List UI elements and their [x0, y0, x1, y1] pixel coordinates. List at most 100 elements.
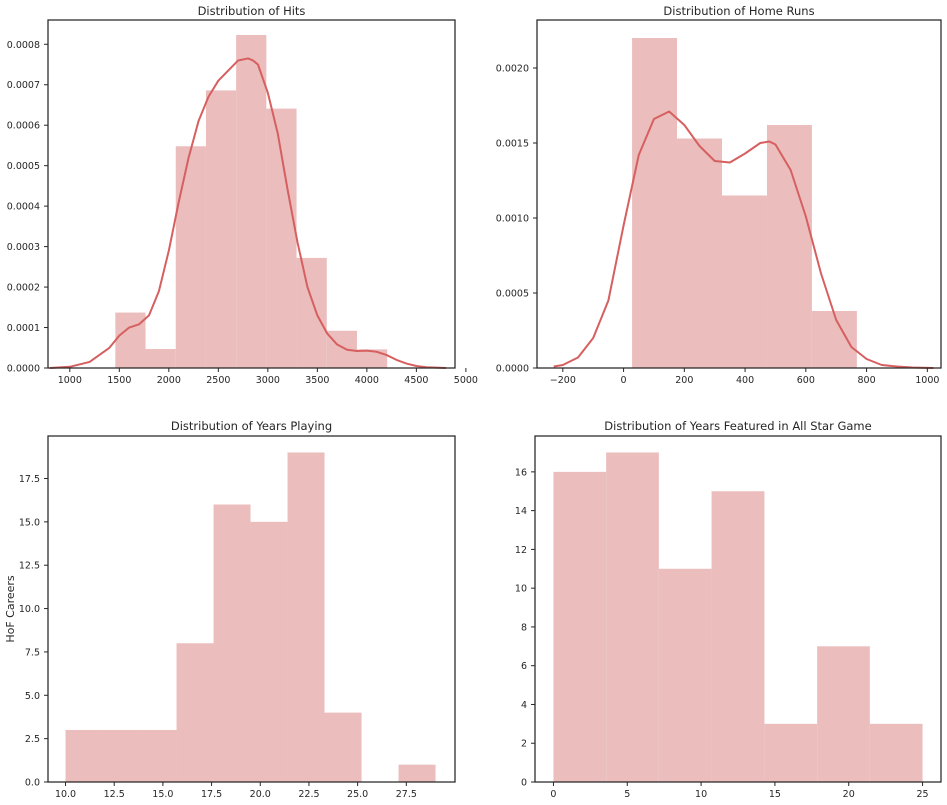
y-tick-label-years: 15.0 — [19, 517, 40, 528]
histogram-bar-years-9 — [398, 764, 436, 782]
x-tick-label-homeruns: 600 — [797, 375, 815, 386]
x-tick-label-homeruns: 400 — [736, 375, 754, 386]
x-tick-label-hits: 1500 — [107, 375, 131, 386]
x-tick-label-years: 25.0 — [347, 789, 368, 800]
histogram-bar-hits-4 — [205, 90, 237, 368]
histogram-bar-hits-1 — [115, 312, 146, 368]
x-tick-label-years: 15.0 — [152, 789, 173, 800]
y-tick-label-hits: 0.0002 — [7, 283, 40, 294]
y-tick-label-allstar: 6 — [521, 661, 527, 672]
histogram-bar-years-5 — [213, 504, 251, 782]
histogram-bar-homeruns-5 — [811, 311, 857, 368]
y-tick-label-hits: 0.0004 — [7, 202, 40, 213]
y-tick-label-allstar: 0 — [521, 778, 527, 789]
x-tick-label-hits: 5000 — [454, 375, 478, 386]
y-tick-label-homeruns: 0.0010 — [496, 214, 529, 225]
x-tick-label-homeruns: 200 — [675, 375, 693, 386]
x-tick-label-hits: 3000 — [256, 375, 280, 386]
histogram-bar-years-7 — [287, 452, 325, 782]
x-tick-label-allstar: 10 — [695, 789, 707, 800]
x-tick-label-years: 17.5 — [201, 789, 222, 800]
histogram-bar-hits-6 — [266, 108, 297, 369]
x-tick-label-allstar: 25 — [917, 789, 929, 800]
panel-years-playing: Distribution of Years Playing HoF Career… — [4, 419, 456, 800]
chart-title-all-star: Distribution of Years Featured in All St… — [604, 419, 871, 433]
x-tick-label-homeruns: 800 — [858, 375, 876, 386]
y-tick-label-homeruns: 0.0015 — [496, 139, 529, 150]
histogram-bar-allstar-4 — [711, 491, 765, 782]
histogram-bar-years-3 — [139, 729, 177, 782]
x-tick-label-years: 22.5 — [298, 789, 319, 800]
histogram-bar-hits-8 — [326, 330, 357, 368]
histogram-bar-years-2 — [102, 729, 140, 782]
histogram-bar-allstar-1 — [553, 471, 607, 782]
histogram-bar-years-6 — [250, 521, 288, 782]
histogram-bar-allstar-2 — [606, 452, 659, 782]
kde-curve-hits — [49, 57, 447, 369]
y-tick-label-years: 17.5 — [19, 474, 40, 485]
histogram-bar-homeruns-3 — [721, 195, 767, 368]
y-tick-label-hits: 0.0006 — [7, 121, 40, 132]
y-tick-label-homeruns: 0.0005 — [496, 289, 529, 300]
y-tick-label-hits: 0.0003 — [7, 242, 40, 253]
y-tick-label-years: 7.5 — [25, 647, 40, 658]
y-tick-label-allstar: 14 — [515, 506, 527, 517]
x-tick-label-allstar: 20 — [843, 789, 855, 800]
y-tick-label-hits: 0.0001 — [7, 323, 40, 334]
histogram-bar-allstar-7 — [869, 723, 923, 782]
x-tick-label-homeruns: 1000 — [915, 375, 939, 386]
x-tick-label-years: 12.5 — [104, 789, 125, 800]
x-tick-label-years: 10.0 — [55, 789, 76, 800]
histogram-bar-hits-2 — [145, 348, 176, 368]
y-tick-label-years: 5.0 — [25, 691, 40, 702]
x-tick-label-hits: 4000 — [355, 375, 379, 386]
y-tick-label-years: 10.0 — [19, 604, 40, 615]
y-tick-label-allstar: 12 — [515, 545, 527, 556]
axes-frame-allstar — [534, 435, 942, 783]
histogram-bar-years-1 — [65, 729, 103, 782]
x-tick-label-years: 27.5 — [396, 789, 417, 800]
histogram-bar-hits-9 — [356, 349, 388, 368]
y-tick-label-years: 12.5 — [19, 561, 40, 572]
y-tick-label-allstar: 16 — [515, 467, 527, 478]
x-tick-label-hits: 1000 — [58, 375, 82, 386]
y-tick-label-allstar: 8 — [521, 622, 527, 633]
x-tick-label-hits: 3500 — [305, 375, 329, 386]
x-tick-label-allstar: 0 — [550, 789, 556, 800]
histogram-bar-allstar-3 — [658, 568, 712, 782]
kde-curve-homeruns — [553, 110, 934, 369]
histogram-bar-allstar-5 — [764, 723, 818, 782]
chart-title-hits: Distribution of Hits — [198, 4, 306, 18]
x-tick-label-hits: 2500 — [206, 375, 230, 386]
histogram-bar-hits-7 — [296, 257, 327, 368]
panel-hits: Distribution of Hits 1000 1500 2000 2500 300… — [7, 4, 478, 386]
y-tick-label-years: 0.0 — [25, 778, 40, 789]
histogram-bar-hits-5 — [236, 34, 267, 368]
chart-title-years-playing: Distribution of Years Playing — [171, 419, 332, 433]
x-tick-label-allstar: 15 — [769, 789, 781, 800]
histogram-bar-years-4 — [176, 643, 214, 782]
x-tick-label-hits: 4500 — [404, 375, 428, 386]
y-tick-label-hits: 0.0007 — [7, 80, 40, 91]
axes-frame-hits — [47, 19, 456, 369]
y-tick-label-allstar: 10 — [515, 584, 527, 595]
y-tick-label-hits: 0.0000 — [7, 364, 40, 375]
axes-frame-homeruns — [536, 19, 942, 369]
y-tick-label-homeruns: 0.0020 — [496, 64, 529, 75]
y-tick-label-allstar: 2 — [521, 739, 527, 750]
y-axis-label-years-playing: HoF Careers — [4, 575, 17, 643]
y-tick-label-homeruns: 0.0000 — [496, 364, 529, 375]
panel-all-star: Distribution of Years Featured in All St… — [515, 419, 942, 800]
y-tick-label-hits: 0.0008 — [7, 40, 40, 51]
x-tick-label-hits: 2000 — [157, 375, 181, 386]
histogram-bar-years-8 — [324, 712, 362, 782]
histogram-bar-hits-3 — [175, 146, 206, 368]
histogram-bar-homeruns-4 — [766, 125, 812, 368]
chart-title-home-runs: Distribution of Home Runs — [663, 4, 814, 18]
y-tick-label-years: 2.5 — [25, 734, 40, 745]
x-tick-label-allstar: 5 — [624, 789, 630, 800]
panel-home-runs: Distribution of Home Runs −200 0 200 400 600… — [496, 4, 942, 386]
histogram-bar-homeruns-1 — [632, 38, 678, 368]
histogram-bar-homeruns-2 — [677, 138, 722, 368]
